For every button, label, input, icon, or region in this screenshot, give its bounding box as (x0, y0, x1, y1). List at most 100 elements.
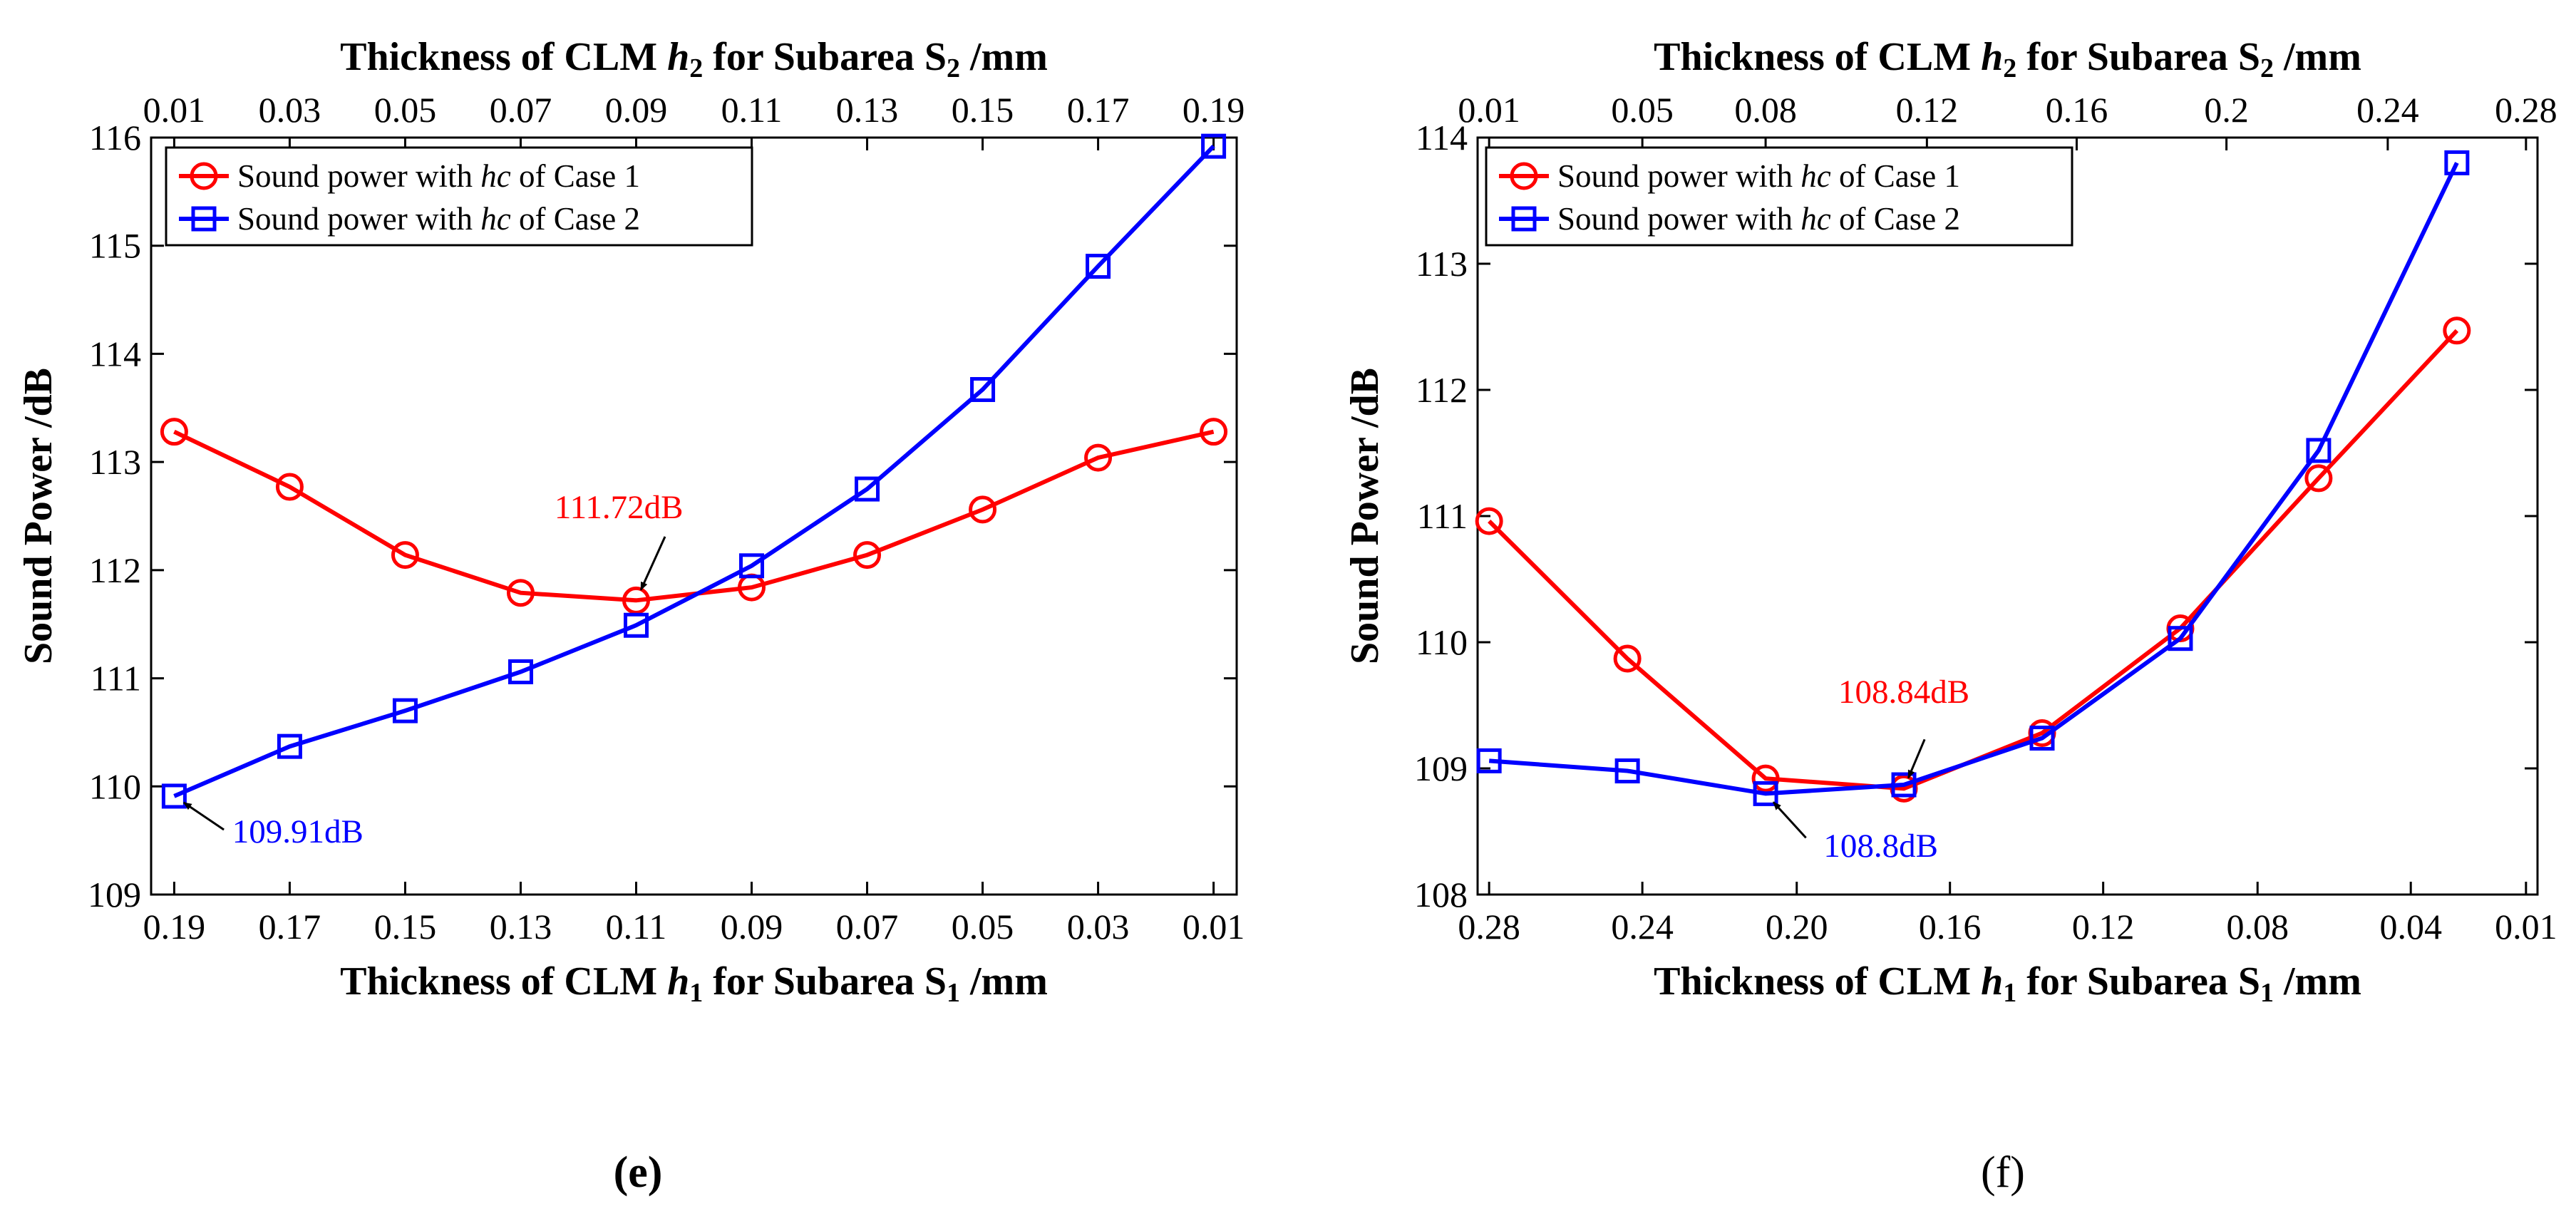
y-axis-label: Sound Power /dB (1343, 368, 1387, 664)
data-point-circle (1613, 644, 1642, 673)
annotation-arrow (1772, 801, 1807, 839)
data-point-circle (969, 495, 997, 524)
data-point-square (161, 783, 187, 809)
data-point-square (2168, 626, 2193, 651)
y-tick-label: 114 (89, 334, 141, 374)
data-point-square (2029, 726, 2055, 751)
data-point-circle (1200, 418, 1228, 446)
x2-axis-label: Thickness of CLM h2 for Subarea S2 /mm (340, 35, 1048, 83)
data-point-square (2306, 438, 2332, 463)
x-tick-label: 0.11 (606, 907, 667, 947)
data-point-circle (1751, 764, 1780, 793)
x-tick-label: 0.17 (259, 907, 321, 947)
x-tick-label: 0.16 (1919, 907, 1982, 947)
x2-tick-label: 0.01 (143, 90, 206, 130)
x2-axis-label: Thickness of CLM h2 for Subarea S2 /mm (1654, 35, 2361, 83)
y-tick-label: 111 (91, 659, 141, 699)
y-tick-label: 110 (1416, 622, 1468, 662)
y-axis-label: Sound Power /dB (16, 368, 61, 664)
legend-marker-circle (1510, 162, 1538, 190)
data-point-square (1753, 781, 1778, 806)
y-tick-label: 113 (89, 442, 141, 482)
x2-tick-label: 0.11 (721, 90, 783, 130)
data-point-square (739, 553, 765, 579)
legend: Sound power with hc of Case 1 Sound power… (1485, 146, 2073, 247)
x-axis-label: Thickness of CLM h1 for Subarea S1 /mm (1654, 959, 2361, 1008)
data-point-square (855, 476, 880, 502)
data-point-circle (1475, 507, 1503, 535)
legend-marker-square (191, 206, 217, 232)
legend-entry-2: Sound power with hc of Case 2 (237, 201, 640, 237)
data-point-square (277, 733, 302, 759)
legend-marker-circle (190, 162, 218, 190)
x-tick-label: 0.01 (2495, 907, 2557, 947)
y-tick-label: 114 (1416, 118, 1468, 158)
y-tick-label: 113 (1416, 244, 1468, 284)
legend-box (165, 146, 753, 247)
legend: Sound power with hc of Case 1 Sound power… (165, 146, 753, 247)
data-point-circle (622, 586, 650, 614)
panel-label: (e) (614, 1148, 663, 1197)
data-point-square (508, 659, 533, 684)
x-tick-label: 0.12 (2072, 907, 2135, 947)
x-tick-label: 0.03 (1067, 907, 1130, 947)
legend-entry-2: Sound power with hc of Case 2 (1557, 201, 1960, 237)
series-line-1 (173, 429, 1215, 603)
annotation-label: 108.8dB (1823, 828, 1938, 865)
data-point-circle (506, 579, 535, 607)
data-point-square (392, 698, 418, 723)
legend-entry-1: Sound power with hc of Case 1 (237, 158, 640, 194)
data-point-circle (2443, 316, 2471, 345)
x2-tick-label: 0.28 (2495, 90, 2557, 130)
x2-tick-label: 0.24 (2356, 90, 2419, 130)
x-tick-label: 0.05 (952, 907, 1014, 947)
x2-tick-label: 0.05 (1611, 90, 1674, 130)
x-tick-label: 0.28 (1458, 907, 1520, 947)
x2-tick-label: 0.13 (836, 90, 899, 130)
x-tick-label: 0.13 (490, 907, 552, 947)
series-line-2 (1488, 162, 2459, 796)
annotation-label: 109.91dB (232, 813, 364, 850)
data-point-square (970, 376, 996, 402)
x2-tick-label: 0.12 (1896, 90, 1959, 130)
data-point-square (1891, 772, 1917, 798)
y-tick-label: 110 (89, 766, 141, 806)
x-tick-label: 0.08 (2226, 907, 2289, 947)
x2-tick-label: 0.19 (1183, 90, 1245, 130)
annotation-label: 108.84dB (1838, 674, 1969, 711)
y-tick-label: 115 (89, 226, 141, 266)
x2-tick-label: 0.03 (259, 90, 321, 130)
y-tick-label: 111 (1417, 496, 1468, 536)
data-point-square (1476, 748, 1502, 773)
annotation-arrow (182, 801, 225, 831)
legend-marker-square (1511, 206, 1537, 232)
x-tick-label: 0.07 (836, 907, 899, 947)
series-line-2 (173, 145, 1215, 798)
data-point-circle (275, 473, 304, 501)
x-tick-label: 0.01 (1183, 907, 1245, 947)
data-point-square (1201, 133, 1227, 159)
y-tick-label: 116 (89, 118, 141, 158)
legend-entry-1: Sound power with hc of Case 1 (1557, 158, 1960, 194)
data-point-circle (853, 541, 882, 570)
x2-tick-label: 0.17 (1067, 90, 1130, 130)
x2-tick-label: 0.15 (952, 90, 1014, 130)
x-tick-label: 0.24 (1611, 907, 1674, 947)
x2-tick-label: 0.16 (2046, 90, 2108, 130)
series-line-1 (1488, 329, 2459, 791)
annotation-label: 111.72dB (555, 489, 684, 526)
y-tick-label: 112 (1416, 370, 1468, 410)
x2-tick-label: 0.08 (1734, 90, 1797, 130)
annotation-arrow (1907, 738, 1926, 779)
data-point-square (1086, 254, 1111, 279)
x2-tick-label: 0.01 (1458, 90, 1520, 130)
x-tick-label: 0.15 (374, 907, 437, 947)
data-point-square (623, 612, 649, 638)
data-point-circle (391, 541, 419, 570)
x-tick-label: 0.09 (721, 907, 783, 947)
y-tick-label: 112 (89, 550, 141, 590)
x2-tick-label: 0.2 (2204, 90, 2249, 130)
x-tick-label: 0.20 (1766, 907, 1828, 947)
axes-box (150, 136, 1238, 896)
